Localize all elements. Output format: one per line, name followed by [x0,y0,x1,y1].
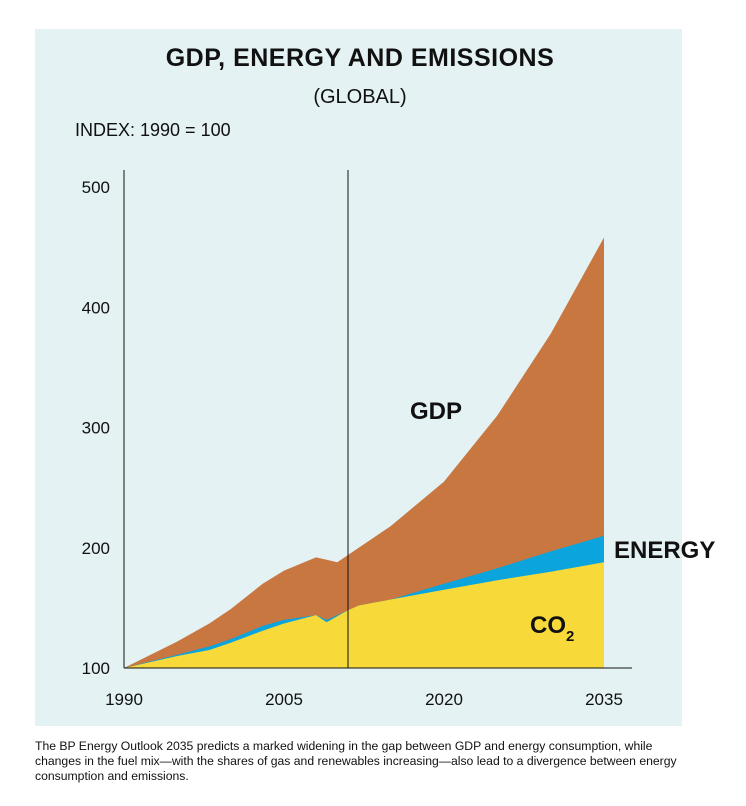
y-axis-index-label: INDEX: 1990 = 100 [75,120,231,140]
series-label-layer: GDP ENERGY CO2 [410,398,715,645]
series-label-co2: CO2 [530,612,574,645]
y-tick-label: 100 [82,659,110,678]
series-label-gdp: GDP [410,398,462,425]
area-layer [124,237,604,668]
chart-subtitle: (GLOBAL) [313,86,407,108]
axes-layer: 100 200 300 400 500 1990 2005 2020 2035 [82,170,632,709]
x-tick-label: 2035 [585,690,623,709]
chart-title: GDP, ENERGY AND EMISSIONS [165,44,555,72]
x-tick-label: 2020 [425,690,463,709]
series-label-energy: ENERGY [614,537,715,564]
y-tick-label: 300 [82,419,110,438]
area-gdp [124,237,604,668]
chart-svg: 100 200 300 400 500 1990 2005 2020 2035 GDP ENERG… [82,170,715,709]
caption-text: The BP Energy Outlook 2035 predicts a ma… [35,739,677,783]
y-tick-label: 400 [82,298,110,317]
x-tick-label: 1990 [105,690,143,709]
y-tick-label: 500 [82,178,110,197]
x-tick-label: 2005 [265,690,303,709]
y-tick-label: 200 [82,539,110,558]
area-co2 [124,562,604,668]
